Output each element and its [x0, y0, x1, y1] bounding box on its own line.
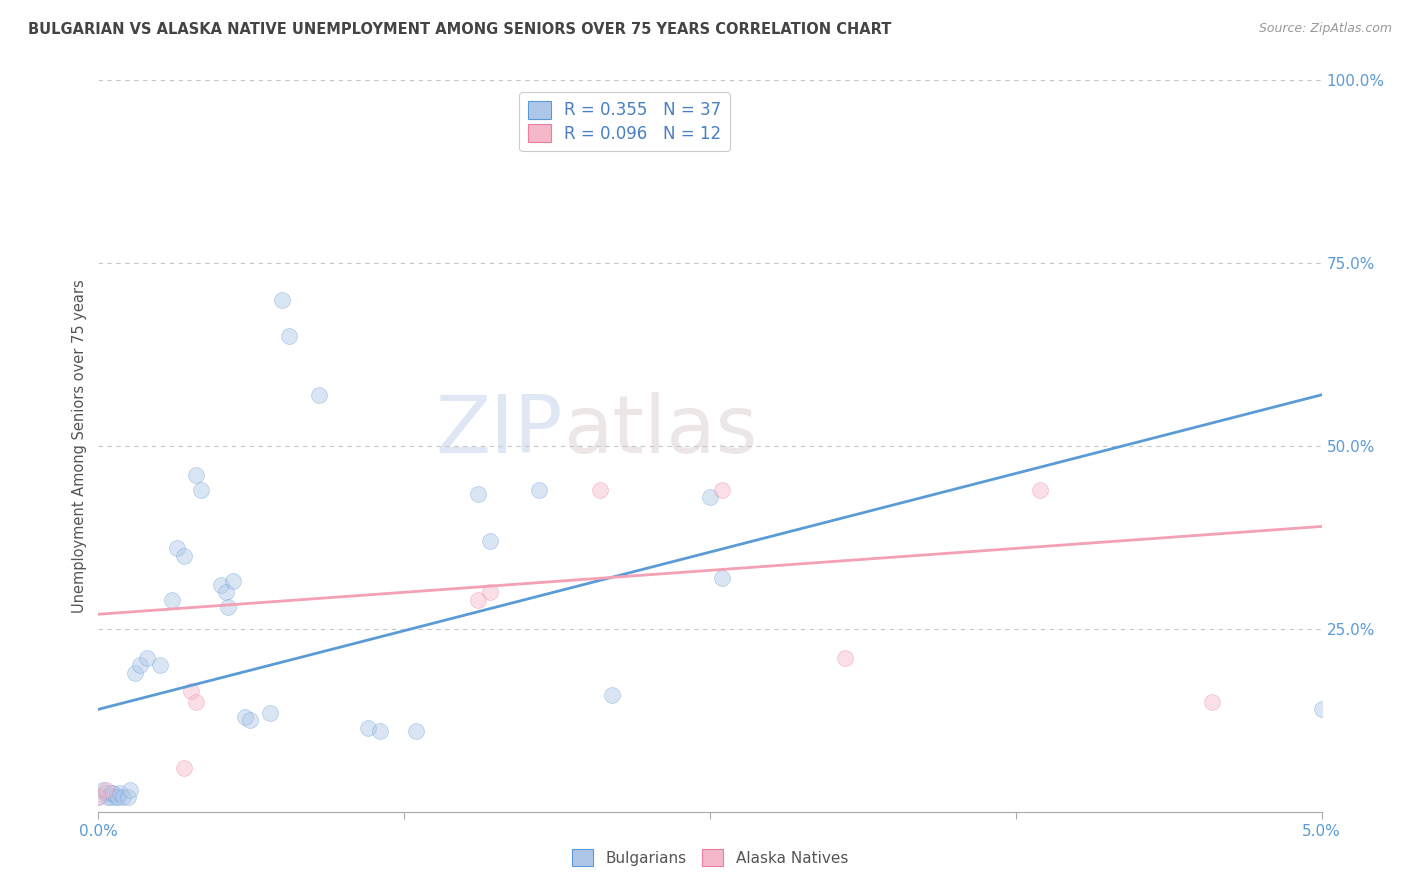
Point — [87, 790, 110, 805]
Point — [186, 695, 208, 709]
Point — [467, 486, 489, 500]
Point — [97, 790, 120, 805]
Point — [120, 782, 142, 797]
Point — [270, 293, 294, 307]
Point — [186, 468, 208, 483]
Point — [239, 714, 262, 728]
Point — [356, 721, 378, 735]
Point — [222, 574, 245, 589]
Point — [136, 651, 159, 665]
Point — [1029, 483, 1052, 497]
Point — [101, 787, 124, 801]
Point — [87, 790, 110, 805]
Point — [711, 483, 734, 497]
Point — [600, 688, 623, 702]
Y-axis label: Unemployment Among Seniors over 75 years: Unemployment Among Seniors over 75 years — [72, 279, 87, 613]
Point — [190, 483, 212, 497]
Point — [1201, 695, 1223, 709]
Point — [117, 790, 139, 805]
Text: BULGARIAN VS ALASKA NATIVE UNEMPLOYMENT AMONG SENIORS OVER 75 YEARS CORRELATION : BULGARIAN VS ALASKA NATIVE UNEMPLOYMENT … — [28, 22, 891, 37]
Point — [166, 541, 188, 556]
Point — [478, 534, 501, 549]
Point — [527, 483, 550, 497]
Point — [589, 483, 612, 497]
Point — [1310, 702, 1333, 716]
Point — [368, 724, 391, 739]
Point — [94, 782, 117, 797]
Point — [699, 490, 721, 504]
Point — [233, 709, 256, 723]
Point — [209, 578, 232, 592]
Point — [107, 790, 129, 805]
Point — [217, 599, 239, 614]
Point — [405, 724, 427, 739]
Point — [308, 388, 330, 402]
Text: ZIP: ZIP — [436, 392, 564, 470]
Point — [278, 329, 301, 343]
Point — [160, 592, 183, 607]
Point — [124, 665, 146, 680]
Point — [467, 592, 489, 607]
Point — [110, 787, 132, 801]
Point — [711, 571, 734, 585]
Point — [100, 787, 122, 801]
Text: atlas: atlas — [564, 392, 758, 470]
Point — [834, 651, 856, 665]
Point — [214, 585, 236, 599]
Legend: Bulgarians, Alaska Natives: Bulgarians, Alaska Natives — [564, 842, 856, 873]
Point — [111, 790, 134, 805]
Point — [180, 684, 202, 698]
Point — [104, 790, 127, 805]
Point — [94, 787, 117, 801]
Point — [173, 549, 195, 563]
Point — [259, 706, 281, 720]
Point — [91, 782, 114, 797]
Point — [100, 790, 122, 805]
Point — [129, 658, 152, 673]
Point — [478, 585, 501, 599]
Point — [173, 761, 195, 775]
Text: Source: ZipAtlas.com: Source: ZipAtlas.com — [1258, 22, 1392, 36]
Point — [149, 658, 172, 673]
